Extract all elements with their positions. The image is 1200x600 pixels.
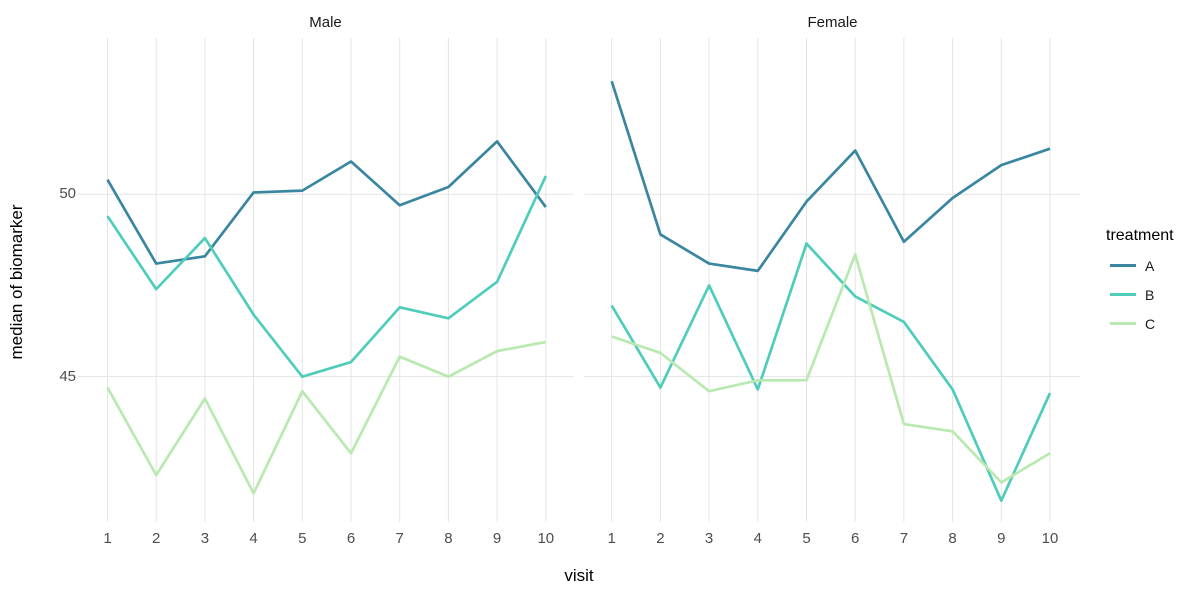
facet-strip-male: Male bbox=[309, 14, 342, 31]
x-tick-label: 1 bbox=[607, 530, 616, 547]
legend-item-a: A bbox=[1106, 251, 1174, 280]
legend-key-line-icon bbox=[1110, 293, 1136, 296]
x-tick-label: 3 bbox=[200, 530, 210, 547]
legend-item-c: C bbox=[1106, 309, 1174, 338]
x-axis-title: visit bbox=[564, 566, 594, 585]
legend-title: treatment bbox=[1106, 227, 1174, 244]
line-male-b bbox=[106, 175, 548, 378]
legend-key-line-icon bbox=[1110, 264, 1136, 267]
legend-label: A bbox=[1145, 257, 1155, 274]
x-tick-label: 9 bbox=[492, 530, 502, 547]
x-tick-label: 3 bbox=[704, 530, 714, 547]
x-tick-label: 7 bbox=[395, 530, 404, 547]
x-tick-label: 6 bbox=[346, 530, 356, 547]
x-tick-label: 1 bbox=[103, 530, 112, 547]
legend-label: B bbox=[1145, 286, 1155, 303]
x-tick-label: 9 bbox=[997, 530, 1006, 547]
line-female-b bbox=[610, 242, 1052, 502]
y-tick-label: 45 bbox=[59, 367, 76, 385]
x-tick-label: 7 bbox=[899, 530, 909, 547]
line-female-a bbox=[610, 80, 1051, 273]
x-tick-label: 2 bbox=[152, 530, 161, 547]
x-tick-label: 5 bbox=[802, 530, 811, 547]
line-male-a bbox=[106, 140, 547, 265]
x-tick-label: 8 bbox=[444, 530, 453, 547]
facet-strip-female: Female bbox=[807, 14, 858, 31]
x-tick-label: 10 bbox=[537, 530, 555, 547]
legend-key-line-icon bbox=[1110, 322, 1136, 325]
x-tick-label: 8 bbox=[948, 530, 957, 547]
y-axis-title: median of biomarker bbox=[7, 204, 26, 360]
y-tick-label: 50 bbox=[59, 185, 76, 203]
x-tick-label: 10 bbox=[1041, 530, 1059, 547]
x-tick-label: 4 bbox=[249, 530, 258, 547]
line-male-c bbox=[106, 340, 547, 495]
x-tick-label: 2 bbox=[656, 530, 665, 547]
line-female-c bbox=[611, 253, 1051, 484]
x-tick-label: 6 bbox=[851, 530, 860, 547]
legend-label: C bbox=[1145, 315, 1156, 332]
x-tick-label: 5 bbox=[298, 530, 307, 547]
x-tick-label: 4 bbox=[753, 530, 762, 547]
legend-item-b: B bbox=[1106, 280, 1174, 309]
